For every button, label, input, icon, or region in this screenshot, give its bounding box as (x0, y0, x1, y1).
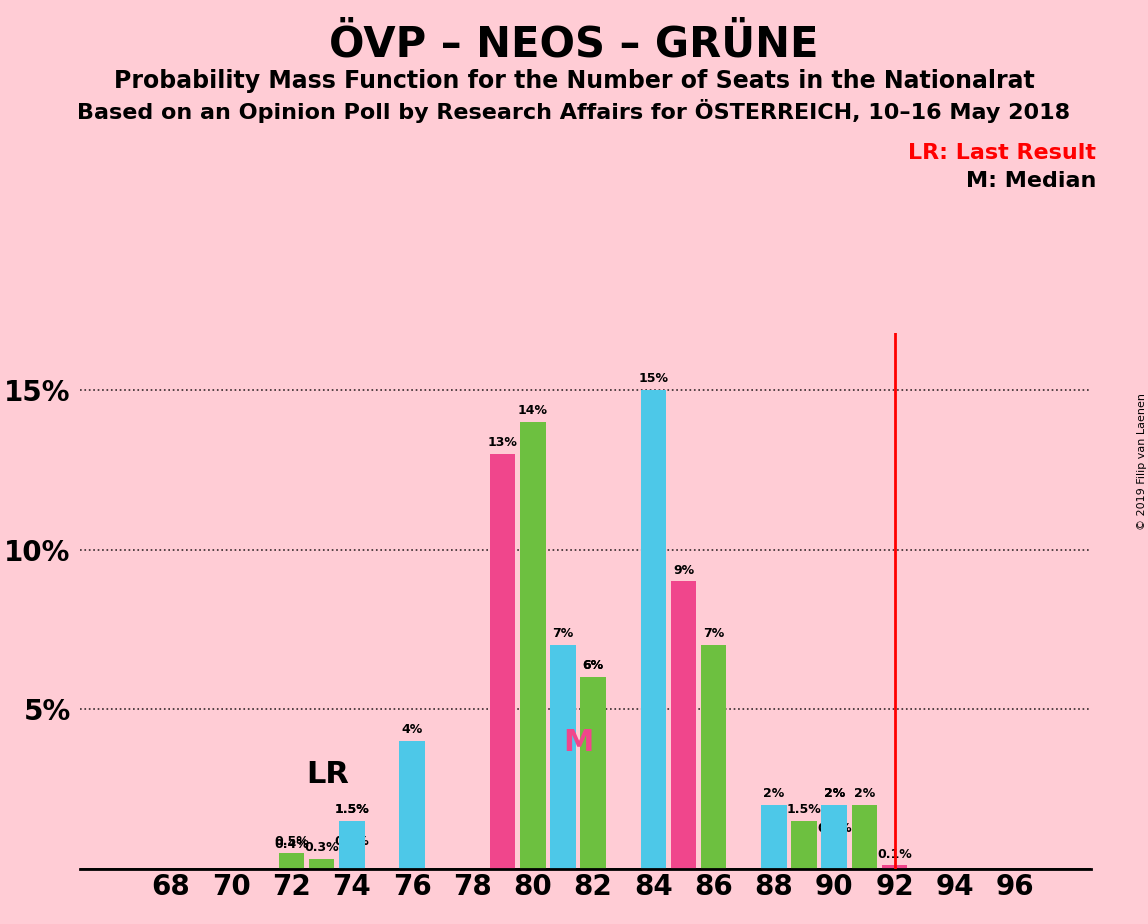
Text: 0.5%: 0.5% (274, 834, 309, 848)
Bar (490, 454, 515, 869)
Bar (520, 422, 545, 869)
Bar (400, 772, 425, 869)
Bar (339, 821, 365, 869)
Text: 2%: 2% (823, 787, 845, 800)
Bar (339, 821, 365, 869)
Text: 0.9%: 0.9% (817, 822, 852, 835)
Text: 6%: 6% (582, 660, 604, 673)
Bar (279, 853, 304, 869)
Bar (641, 390, 666, 869)
Bar (822, 840, 847, 869)
Text: ÖVP – NEOS – GRÜNE: ÖVP – NEOS – GRÜNE (329, 23, 819, 65)
Text: 7%: 7% (552, 627, 574, 640)
Text: 1.5%: 1.5% (334, 803, 370, 816)
Text: 2%: 2% (402, 787, 422, 800)
Text: 1.5%: 1.5% (786, 803, 822, 816)
Bar (580, 677, 606, 869)
Text: 2%: 2% (823, 787, 845, 800)
Bar (761, 805, 786, 869)
Text: 0.1%: 0.1% (877, 847, 912, 860)
Bar (822, 805, 847, 869)
Bar (550, 645, 575, 869)
Text: 15%: 15% (638, 372, 668, 385)
Text: 0.4%: 0.4% (274, 838, 309, 851)
Text: 7%: 7% (703, 627, 724, 640)
Bar (822, 805, 847, 869)
Text: 0.5%: 0.5% (334, 834, 370, 848)
Text: 13%: 13% (488, 436, 518, 449)
Bar (400, 805, 425, 869)
Text: M: M (563, 728, 594, 757)
Text: 2%: 2% (763, 787, 784, 800)
Text: LR: Last Result: LR: Last Result (908, 143, 1096, 164)
Text: 2%: 2% (854, 787, 875, 800)
Bar (400, 741, 425, 869)
Text: 3%: 3% (402, 755, 422, 768)
Bar (852, 805, 877, 869)
Text: 0.3%: 0.3% (304, 841, 339, 854)
Text: LR: LR (307, 760, 349, 789)
Text: 9%: 9% (673, 564, 695, 577)
Text: 4%: 4% (402, 723, 422, 736)
Bar (279, 856, 304, 869)
Text: Based on an Opinion Poll by Research Affairs for ÖSTERREICH, 10–16 May 2018: Based on an Opinion Poll by Research Aff… (77, 99, 1071, 123)
Text: 6%: 6% (582, 660, 604, 673)
Text: © 2019 Filip van Laenen: © 2019 Filip van Laenen (1138, 394, 1147, 530)
Bar (339, 853, 365, 869)
Bar (700, 645, 727, 869)
Bar (580, 677, 606, 869)
Bar (309, 859, 334, 869)
Text: 14%: 14% (518, 404, 548, 417)
Bar (670, 581, 697, 869)
Text: 1.5%: 1.5% (334, 803, 370, 816)
Text: Probability Mass Function for the Number of Seats in the Nationalrat: Probability Mass Function for the Number… (114, 69, 1034, 93)
Text: M: Median: M: Median (965, 171, 1096, 191)
Bar (791, 821, 817, 869)
Bar (882, 866, 907, 869)
